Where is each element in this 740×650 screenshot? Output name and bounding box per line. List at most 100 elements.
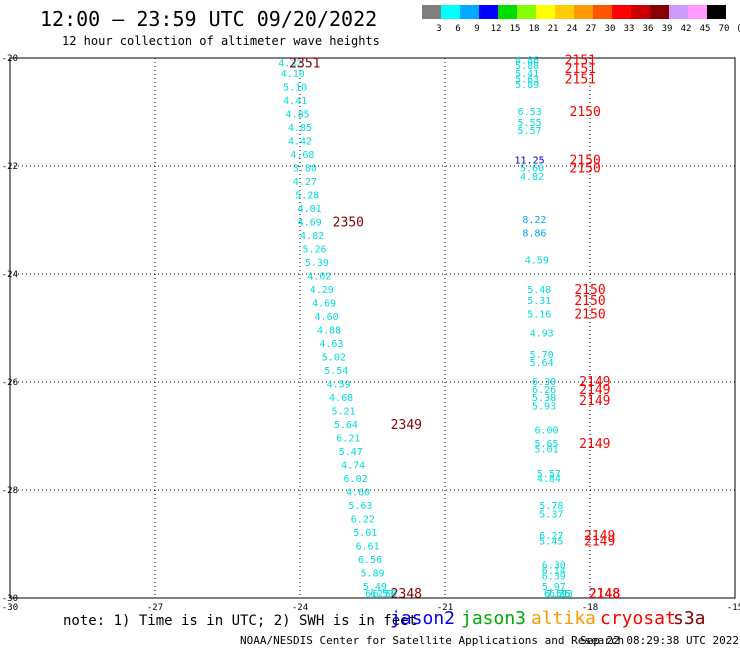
swh-value-label: 5.57 (518, 126, 542, 137)
legend-tick-label: 39 (662, 24, 673, 34)
swh-value-label: 6.14 (542, 566, 566, 577)
swh-value-label: 4.88 (317, 326, 341, 337)
chart-axes: -30 -27 -24 -21 -18 -15 -20 -22 -24 -26 -28 -30 (2, 54, 740, 610)
satellite-altika: altika (531, 608, 597, 629)
swh-value-label: 6.02 (344, 474, 368, 485)
swh-value-label: 7.35 (547, 589, 571, 600)
legend-tick-label: 30 (605, 24, 616, 34)
legend-tick-label: 9 (474, 24, 479, 34)
swh-value-label: 5.49 (363, 582, 387, 593)
swh-value-label: 5.88 (515, 61, 539, 72)
legend-tick-label: (ft) (736, 24, 740, 34)
legend-swatch (517, 5, 536, 19)
swh-value-label: 5.47 (339, 447, 363, 458)
legend-swatch (555, 5, 574, 19)
legend-swatch (479, 5, 498, 19)
legend-tick-label: 6 (455, 24, 460, 34)
plot-frame (9, 57, 736, 599)
swh-value-label: 5.39 (305, 258, 329, 269)
swh-value-label: 7.35 (547, 589, 571, 600)
swh-value-label: 5.48 (527, 285, 551, 296)
x-tick-label: -24 (292, 603, 308, 610)
swh-value-label: 5.97 (542, 582, 566, 593)
swh-value-label: 4.60 (315, 312, 339, 323)
x-tick-label: -21 (437, 603, 453, 610)
satellite-jason2: jason2 (390, 608, 456, 629)
swh-value-label: 6.53 (518, 107, 542, 118)
swh-value-label: 5.93 (532, 401, 556, 412)
y-tick-label: -20 (2, 54, 18, 64)
legend-tick-label: 42 (681, 24, 692, 34)
swh-value-label: 4.10 (281, 69, 305, 80)
swh-value-label: 5.70 (530, 350, 554, 361)
swh-value-label: 5.16 (527, 310, 551, 321)
swh-value-label: 4.32 (278, 58, 302, 69)
swh-value-label: 5.01 (534, 445, 558, 456)
legend-swatch (536, 5, 555, 19)
swh-value-label: 4.01 (298, 204, 322, 215)
pass-number-label: 2149 (579, 383, 610, 398)
legend-tick-label: 12 (491, 24, 502, 34)
swh-value-label: 5.65 (534, 439, 558, 450)
plot-title: 12:00 — 23:59 UTC 09/20/2022 (40, 7, 378, 31)
legend-swatch (707, 5, 726, 19)
legend-swatch (650, 5, 669, 19)
pass-number-label: 2149 (579, 375, 610, 390)
pass-number-label: 2151 (565, 54, 596, 69)
swh-value-label: 5.64 (334, 420, 358, 431)
wave-height-chart: -30 -27 -24 -21 -18 -15 -20 -22 -24 -26 -28 -30 4.3… (2, 54, 740, 610)
swh-value-label: 5.60 (520, 164, 544, 175)
chart-data-labels: 4.324.10 5.10 4.41 4.85 4.85 4.42 4.68 3.80 4.27… (278, 54, 620, 602)
legend-swatch (498, 5, 517, 19)
y-tick-label: -22 (2, 162, 18, 172)
legend-swatch (612, 5, 631, 19)
pass-number-label: 2149 (579, 437, 610, 452)
pass-number-label: 2148 (589, 587, 620, 602)
pass-number-label: 2348 (391, 587, 422, 602)
legend-tick-label: 33 (624, 24, 635, 34)
swh-value-label: 8.86 (522, 229, 546, 240)
swh-value-label: 6.22 (351, 515, 375, 526)
legend-tick-label: 24 (567, 24, 578, 34)
legend-tick-label: 15 (510, 24, 521, 34)
swh-value-label: 4.68 (290, 150, 314, 161)
generated-timestamp: Sep 22 08:29:38 UTC 2022 (580, 634, 739, 647)
pass-number-label: 2351 (289, 56, 320, 71)
pass-number-label: 2349 (391, 418, 422, 433)
pass-number-label: 2150 (570, 162, 601, 177)
swh-value-label: 6.61 (544, 589, 568, 600)
swh-value-label: 6.00 (534, 426, 558, 437)
legend-tick-label: 21 (548, 24, 559, 34)
y-tick-label: -30 (2, 594, 18, 604)
legend-tick-label: 70 (719, 24, 730, 34)
swh-value-label: 5.37 (539, 509, 563, 520)
plot-subtitle: 12 hour collection of altimeter wave hei… (62, 34, 380, 48)
pass-number-label: 2151 (565, 73, 596, 88)
pass-number-label: 2149 (584, 529, 615, 544)
swh-value-label: 5.63 (515, 75, 539, 86)
swh-value-label: 4.84 (537, 474, 561, 485)
pass-number-label: 2148 (589, 587, 620, 602)
swh-value-label: 4.27 (293, 177, 317, 188)
swh-value-label: 5.01 (353, 528, 377, 539)
legend-swatch (688, 5, 707, 19)
swh-value-label: 6.58 (373, 589, 397, 600)
pass-number-label: 2150 (574, 294, 605, 309)
legend-tick-label: 18 (529, 24, 540, 34)
legend-swatch (631, 5, 650, 19)
swh-value-label: 6.21 (336, 434, 360, 445)
legend-tick-label: 27 (586, 24, 597, 34)
pass-number-label: 2151 (565, 62, 596, 77)
legend-tick-label: 36 (643, 24, 654, 34)
swh-value-label: 4.68 (329, 393, 353, 404)
x-tick-label: -30 (2, 603, 18, 610)
credit-text: NOAA/NESDIS Center for Satellite Applica… (240, 634, 625, 647)
pass-number-label: 2149 (579, 394, 610, 409)
y-tick-label: -24 (2, 270, 18, 280)
swh-value-label: 4.42 (288, 137, 312, 148)
swh-value-label: 4.63 (319, 339, 343, 350)
legend-swatch (669, 5, 688, 19)
swh-value-label: 5.54 (324, 366, 348, 377)
